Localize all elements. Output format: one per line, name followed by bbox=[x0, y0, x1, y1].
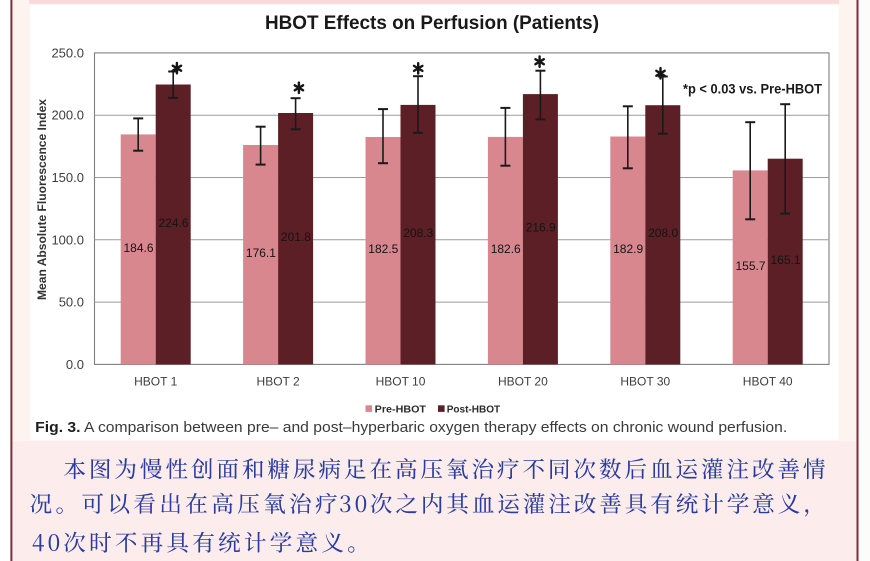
svg-text:250.0: 250.0 bbox=[51, 45, 84, 60]
svg-text:Post-HBOT: Post-HBOT bbox=[447, 404, 501, 416]
svg-text:182.9: 182.9 bbox=[613, 242, 643, 256]
svg-text:HBOT 10: HBOT 10 bbox=[376, 375, 426, 389]
svg-text:184.6: 184.6 bbox=[124, 241, 154, 255]
svg-text:HBOT Effects on Perfusion (Pat: HBOT Effects on Perfusion (Patients) bbox=[265, 12, 599, 34]
svg-text:0.0: 0.0 bbox=[66, 357, 84, 372]
svg-text:176.1: 176.1 bbox=[246, 246, 276, 260]
svg-text:*p < 0.03 vs. Pre-HBOT: *p < 0.03 vs. Pre-HBOT bbox=[683, 82, 823, 97]
svg-text:208.3: 208.3 bbox=[403, 226, 433, 240]
svg-text:150.0: 150.0 bbox=[51, 170, 84, 185]
svg-text:208.0: 208.0 bbox=[648, 226, 678, 240]
svg-text:HBOT 2: HBOT 2 bbox=[257, 375, 300, 389]
svg-text:165.1: 165.1 bbox=[771, 253, 801, 267]
svg-text:155.7: 155.7 bbox=[736, 259, 766, 273]
svg-text:HBOT 1: HBOT 1 bbox=[134, 375, 177, 389]
svg-text:224.6: 224.6 bbox=[159, 216, 189, 230]
svg-text:50.0: 50.0 bbox=[59, 295, 84, 310]
svg-text:200.0: 200.0 bbox=[51, 108, 84, 123]
svg-text:Mean Absolute Fluorescence Ind: Mean Absolute Fluorescence Index bbox=[37, 98, 49, 300]
svg-text:182.5: 182.5 bbox=[368, 242, 398, 256]
svg-text:100.0: 100.0 bbox=[51, 232, 84, 247]
svg-text:Pre-HBOT: Pre-HBOT bbox=[375, 404, 427, 416]
svg-text:HBOT 40: HBOT 40 bbox=[743, 375, 793, 389]
svg-text:HBOT 30: HBOT 30 bbox=[620, 375, 670, 389]
svg-text:216.9: 216.9 bbox=[526, 221, 556, 235]
svg-text:182.6: 182.6 bbox=[491, 242, 521, 256]
svg-text:Fig. 3. A comparison between p: Fig. 3. A comparison between pre– and po… bbox=[35, 419, 787, 436]
svg-text:HBOT 20: HBOT 20 bbox=[498, 375, 548, 389]
svg-text:201.8: 201.8 bbox=[281, 230, 311, 244]
